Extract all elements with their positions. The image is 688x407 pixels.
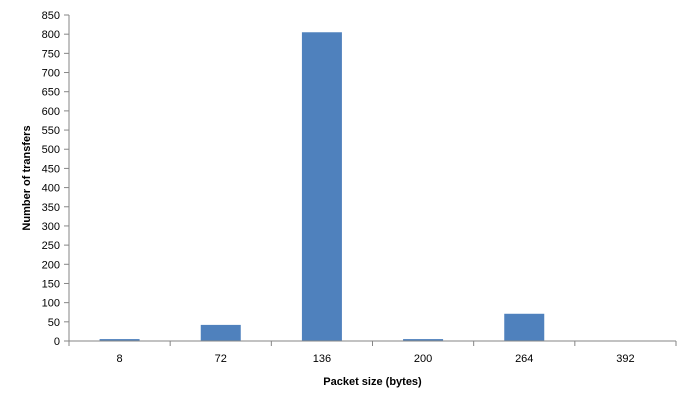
bars-group	[99, 32, 545, 342]
y-tick-label: 150	[42, 278, 60, 290]
y-tick-label: 500	[42, 144, 60, 156]
y-tick-label: 200	[42, 259, 60, 271]
y-tick-label: 800	[42, 29, 60, 41]
y-tick-label: 300	[42, 221, 60, 233]
y-tick-label: 750	[42, 48, 60, 60]
x-tick-label: 72	[215, 353, 227, 365]
y-axis-title: Number of transfers	[21, 125, 33, 230]
y-tick-label: 850	[42, 10, 60, 22]
x-tick-label: 200	[414, 353, 432, 365]
x-tick-label: 136	[313, 353, 331, 365]
y-tick-label: 100	[42, 298, 60, 310]
x-tick-label: 8	[117, 353, 123, 365]
bar-72	[200, 324, 241, 341]
x-tick-label: 264	[515, 353, 533, 365]
x-axis-title: Packet size (bytes)	[323, 376, 422, 388]
y-tick-label: 650	[42, 87, 60, 99]
y-tick-label: 450	[42, 163, 60, 175]
bar-136	[301, 32, 342, 342]
y-tick-label: 550	[42, 125, 60, 137]
y-tick-label: 350	[42, 202, 60, 214]
y-tick-label: 600	[42, 106, 60, 118]
y-tick-label: 250	[42, 240, 60, 252]
x-tick-label: 392	[616, 353, 634, 365]
x-axis-ticks: 8 72 136 200 264 392	[68, 341, 677, 365]
bar-200	[403, 339, 444, 341]
bar-264	[504, 313, 545, 341]
y-tick-label: 400	[42, 183, 60, 195]
y-axis-ticks: 0 50 100 150 200 250 300 350 400 450 500 550 600 650 7…	[42, 10, 69, 348]
y-tick-label: 700	[42, 68, 60, 80]
y-tick-label: 0	[54, 336, 60, 348]
bar-8	[99, 339, 140, 341]
y-tick-label: 50	[48, 317, 60, 329]
